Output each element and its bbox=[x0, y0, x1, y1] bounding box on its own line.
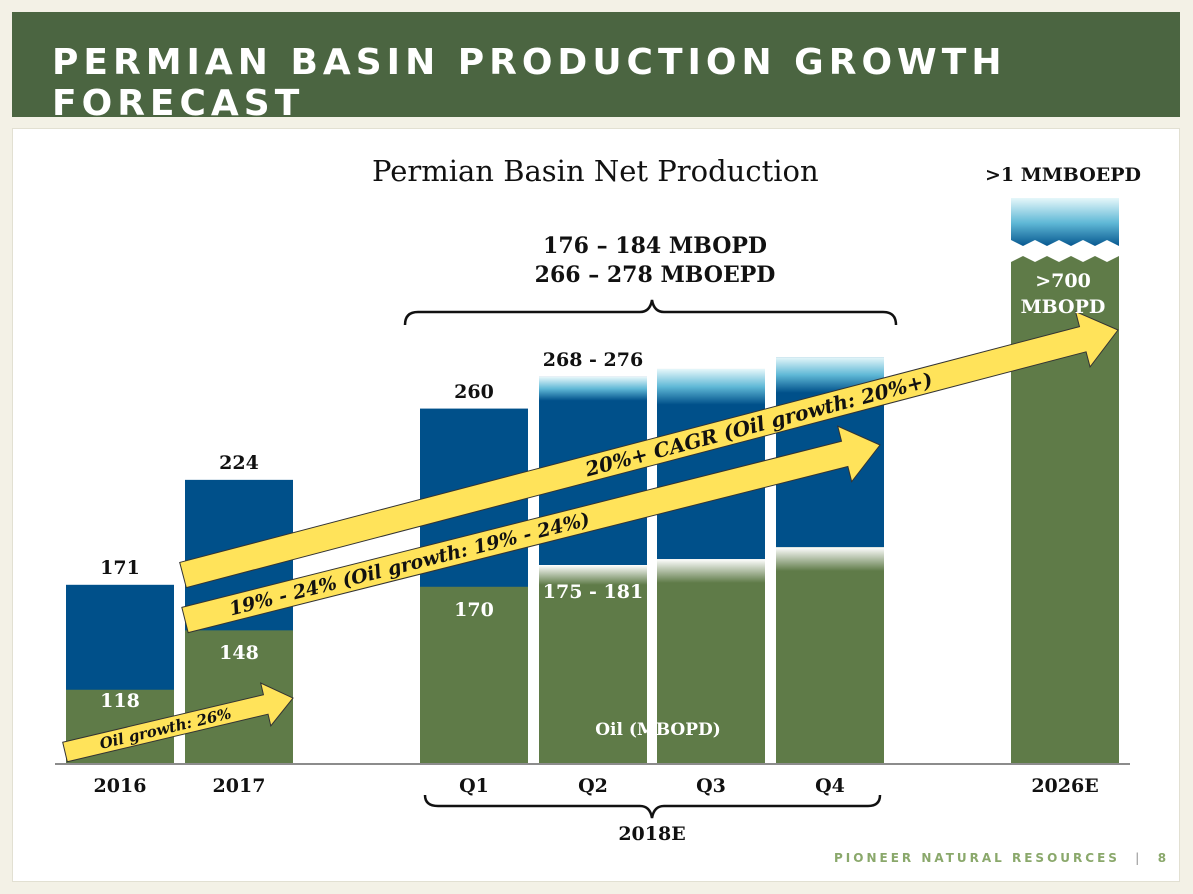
x-tick-Q2: Q2 bbox=[578, 775, 608, 797]
axis-break-icon bbox=[1011, 240, 1119, 262]
growth-arrow-shape-3 bbox=[62, 682, 294, 763]
footer: PIONEER NATURAL RESOURCES | 8 bbox=[834, 851, 1169, 865]
x-tick-2016: 2016 bbox=[93, 775, 147, 797]
total-label-2026e: >1 MMBOEPD bbox=[984, 164, 1142, 186]
bar-oil-range-Q4 bbox=[776, 547, 884, 572]
oil-label-2026e-line1: >700 bbox=[1035, 270, 1091, 292]
oil-series-label: Oil (MBOPD) bbox=[595, 720, 721, 740]
x-tick-2017: 2017 bbox=[212, 775, 266, 797]
title-banner: PERMIAN BASIN PRODUCTION GROWTH FORECAST bbox=[12, 12, 1180, 124]
footer-company: PIONEER NATURAL RESOURCES bbox=[834, 851, 1120, 865]
slide-title: PERMIAN BASIN PRODUCTION GROWTH FORECAST bbox=[52, 42, 1007, 124]
bar-oil-range-Q2 bbox=[539, 565, 647, 585]
growth-arrow-shape-2 bbox=[181, 425, 881, 634]
bar-total-2026e bbox=[1011, 198, 1119, 248]
growth-arrow-1: 20%+ CAGR (Oil growth: 20%+) bbox=[179, 310, 1119, 589]
oil-label-2016: 118 bbox=[100, 689, 140, 712]
x-tick-2026E: 2026E bbox=[1031, 775, 1099, 797]
bar-oil-range-Q3 bbox=[657, 559, 765, 583]
x-tick-Q1: Q1 bbox=[459, 775, 489, 797]
oil-label-2026e-line2: MBOPD bbox=[1020, 296, 1106, 318]
bar-oil-Q2 bbox=[539, 565, 647, 763]
oil-label-Q2: 175 - 181 bbox=[542, 580, 644, 603]
bar-total-range-Q2 bbox=[539, 376, 647, 401]
total-label-2016: 171 bbox=[100, 556, 140, 579]
bar-total-range-Q3 bbox=[657, 368, 765, 405]
guidance-total-label: 266 – 278 MBOEPD bbox=[534, 262, 776, 288]
bar-oil-2026e bbox=[1011, 198, 1119, 763]
page-number: 8 bbox=[1157, 851, 1170, 865]
group-label-2018e: 2018E bbox=[618, 823, 686, 845]
oil-label-Q1: 170 bbox=[454, 598, 494, 621]
guidance-brace bbox=[403, 299, 898, 326]
oil-label-2017: 148 bbox=[219, 642, 259, 665]
bar-oil-Q1 bbox=[420, 586, 528, 763]
x-tick-Q4: Q4 bbox=[815, 775, 845, 797]
growth-arrow-shape-1 bbox=[179, 310, 1119, 589]
bar-oil-Q4 bbox=[776, 547, 884, 763]
bar-oil-Q3 bbox=[657, 559, 765, 763]
footer-separator: | bbox=[1135, 851, 1143, 865]
x-tick-Q3: Q3 bbox=[696, 775, 726, 797]
chart-title: Permian Basin Net Production bbox=[372, 154, 819, 188]
total-label-Q2: 268 - 276 bbox=[542, 348, 644, 371]
guidance-oil-label: 176 – 184 MBOPD bbox=[543, 233, 767, 259]
total-label-Q1: 260 bbox=[454, 380, 494, 403]
year-brace bbox=[423, 794, 882, 819]
total-label-2017: 224 bbox=[219, 451, 259, 474]
